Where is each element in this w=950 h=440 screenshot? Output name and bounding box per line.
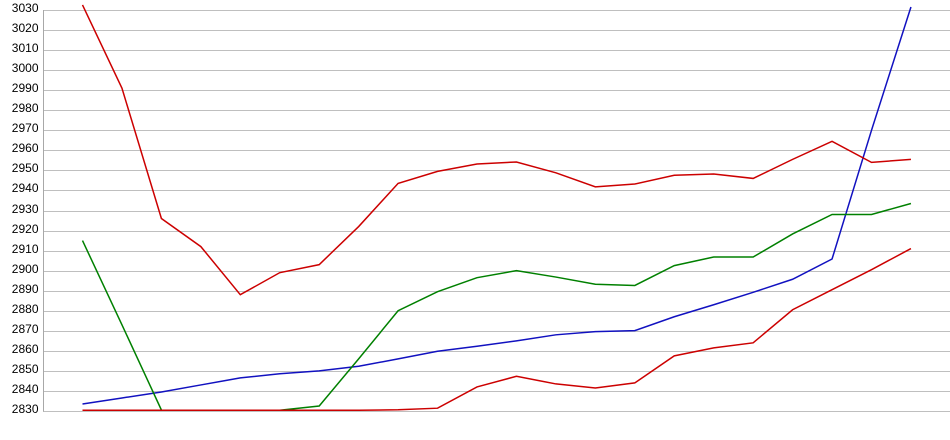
svg-text:3010: 3010 — [12, 41, 39, 55]
svg-text:2860: 2860 — [12, 342, 39, 356]
svg-text:2930: 2930 — [12, 202, 39, 216]
svg-text:2940: 2940 — [12, 181, 39, 195]
svg-text:2970: 2970 — [12, 121, 39, 135]
svg-text:3000: 3000 — [12, 61, 39, 75]
svg-text:2870: 2870 — [12, 322, 39, 336]
svg-text:3020: 3020 — [12, 21, 39, 35]
svg-text:2830: 2830 — [12, 402, 39, 416]
svg-text:2910: 2910 — [12, 242, 39, 256]
svg-text:2960: 2960 — [12, 141, 39, 155]
svg-text:2890: 2890 — [12, 282, 39, 296]
svg-text:2880: 2880 — [12, 302, 39, 316]
svg-text:2850: 2850 — [12, 362, 39, 376]
svg-text:2900: 2900 — [12, 262, 39, 276]
svg-text:3030: 3030 — [12, 1, 39, 15]
svg-text:2990: 2990 — [12, 81, 39, 95]
svg-text:2920: 2920 — [12, 222, 39, 236]
svg-text:2950: 2950 — [12, 161, 39, 175]
svg-text:2980: 2980 — [12, 101, 39, 115]
svg-text:2840: 2840 — [12, 382, 39, 396]
